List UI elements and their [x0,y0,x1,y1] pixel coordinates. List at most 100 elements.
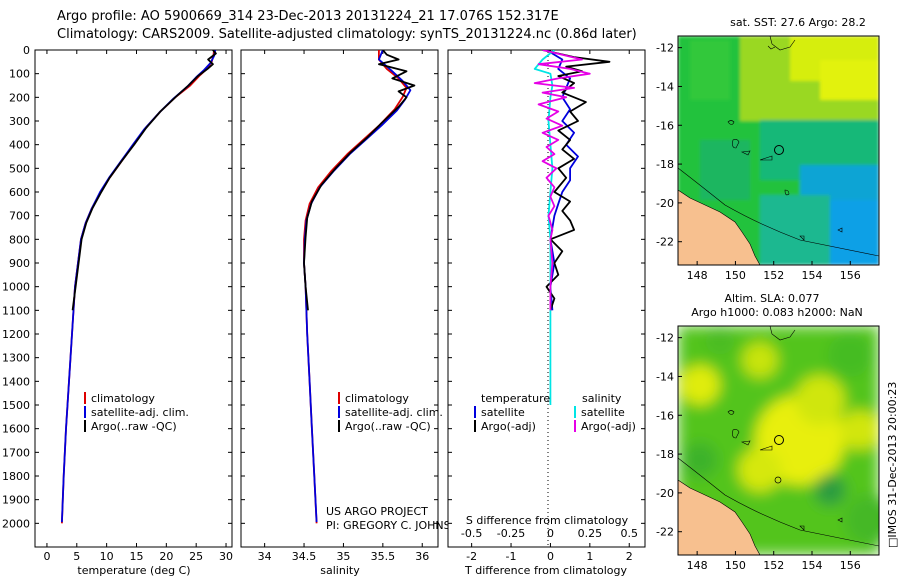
map-x-tick-label: 150 [725,559,746,572]
project-line-2: PI: GREGORY C. JOHNSON [326,519,467,532]
sst-land [678,189,761,265]
map-y-tick-label: -20 [656,487,674,500]
series-s-argo-adj- [533,50,591,311]
x-tick-label: 35 [336,550,350,563]
sal-legend-climatology: climatology [345,392,409,405]
sst-argo-marker [774,145,784,155]
y-tick-label: 400 [9,139,30,152]
legend-title-salinity: salinity [582,392,622,405]
s-tick-label: -0.5 [461,527,482,540]
y-tick-label: 1300 [2,352,30,365]
map-y-tick-label: -16 [656,409,674,422]
map-x-tick-label: 156 [840,269,861,282]
y-tick-label: 1000 [2,281,30,294]
sst-map: sat. SST: 27.6 Argo: 28.2 148 150 152 154 15… [656,16,880,282]
y-tick-label: 500 [9,162,30,175]
y-tick-label: 1500 [2,399,30,412]
legend-argo: Argo(..raw -QC) [91,420,177,433]
x-tick-label: -1 [506,550,517,563]
y-tick-label: 1900 [2,494,30,507]
x-tick-label: 0 [547,550,554,563]
map-x-tick-label: 148 [687,269,708,282]
project-line-1: US ARGO PROJECT [326,505,428,518]
map-x-tick-label: 152 [763,559,784,572]
s-tick-label: 0.25 [578,527,603,540]
x-tick-label: 34.5 [292,550,317,563]
sst-axes: 148 150 152 154 156 -12 -14 -16 -18 -20 -22 [656,42,861,282]
sla-axes: 148 150 152 154 156 -12 -14 -16 -18 -20 -22 [656,332,861,572]
difference-legend: temperature satellite Argo(-adj) salinit… [474,392,636,433]
map-x-tick-label: 152 [763,269,784,282]
map-y-tick-label: -20 [656,197,674,210]
x-tick-label: 10 [100,550,114,563]
y-tick-label: 1100 [2,304,30,317]
y-tick-label: 800 [9,233,30,246]
y-tick-label: 100 [9,68,30,81]
x-tick-label: 15 [129,550,143,563]
map-y-tick-label: -12 [656,42,674,55]
map-x-tick-label: 154 [802,559,823,572]
x-tick-label: 30 [219,550,233,563]
sla-subtitle: Argo h1000: 0.083 h2000: NaN [691,306,863,319]
y-tick-label: 1700 [2,446,30,459]
sla-map: Altim. SLA: 0.077 Argo h1000: 0.083 h200… [656,292,880,572]
map-y-tick-label: -16 [656,119,674,132]
s-tick-label: 0 [547,527,554,540]
y-tick-label: 200 [9,91,30,104]
t-diff-label: T difference from climatology [464,564,627,577]
legend-climatology: climatology [91,392,155,405]
sst-title: sat. SST: 27.6 Argo: 28.2 [730,16,866,29]
y-tick-label: 1800 [2,470,30,483]
map-y-tick-label: -22 [656,236,674,249]
diff-legend-t-satellite: satellite [481,406,525,419]
header-line-2: Climatology: CARS2009. Satellite-adjuste… [57,27,637,42]
legend-satellite: satellite-adj. clim. [91,406,189,419]
series-argo-raw-qc- [71,50,217,311]
sla-title: Altim. SLA: 0.077 [724,292,819,305]
y-tick-label: 2000 [2,517,30,530]
salinity-panel: 34 34.5 35 35.5 36 salinity climatology sate… [240,49,467,577]
x-tick-label: 34 [258,550,272,563]
sla-land [678,479,761,555]
imos-timestamp: □IMOS 31-Dec-2013 20:00:23 [886,381,899,548]
sal-legend-argo: Argo(..raw -QC) [345,420,431,433]
difference-panel: -2 -1 0 1 2 -0.5 -0.25 0 0.25 0.5 S difference fr… [447,49,646,577]
y-tick-label: 1200 [2,328,30,341]
y-tick-label: 1600 [2,423,30,436]
y-tick-label: 600 [9,186,30,199]
s-tick-label: -0.25 [497,527,525,540]
header-line-1: Argo profile: AO 5900669_314 23-Dec-2013… [57,9,559,24]
y-tick-label: 700 [9,210,30,223]
s-diff-label: S difference from climatology [466,514,629,527]
series-t-argo-adj- [542,50,611,311]
sal-legend-satellite: satellite-adj. clim. [345,406,443,419]
map-x-tick-label: 150 [725,269,746,282]
legend-title-temperature: temperature [481,392,550,405]
s-tick-label: 0.5 [620,527,638,540]
x-tick-label: 1 [586,550,593,563]
diff-legend-t-argo: Argo(-adj) [481,420,536,433]
x-tick-label: 2 [626,550,633,563]
x-tick-label: 25 [189,550,203,563]
sst-field [678,36,879,265]
map-x-tick-label: 156 [840,559,861,572]
temperature-panel: 0 5 10 15 20 25 300100200300400500600700800900… [2,44,233,577]
diff-legend-s-satellite: satellite [581,406,625,419]
temperature-legend: climatology satellite-adj. clim. Argo(..… [84,392,189,433]
diff-legend-s-argo: Argo(-adj) [581,420,636,433]
map-y-tick-label: -18 [656,448,674,461]
map-y-tick-label: -18 [656,158,674,171]
salinity-legend: climatology satellite-adj. clim. Argo(..… [338,392,443,433]
y-tick-label: 300 [9,115,30,128]
sla-argo-marker [774,435,784,445]
map-x-tick-label: 148 [687,559,708,572]
salinity-xlabel: salinity [320,564,360,577]
x-tick-label: 36 [415,550,429,563]
y-tick-label: 0 [23,44,30,57]
x-tick-label: 5 [73,550,80,563]
x-tick-label: 35.5 [371,550,396,563]
temperature-xlabel: temperature (deg C) [77,564,190,577]
y-tick-label: 900 [9,257,30,270]
map-y-tick-label: -22 [656,526,674,539]
